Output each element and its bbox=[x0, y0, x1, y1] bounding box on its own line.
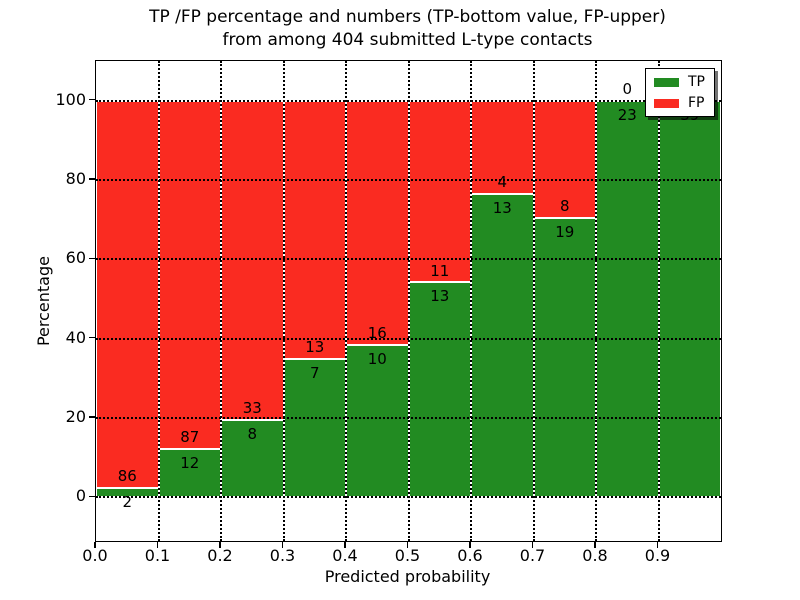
x-tick-mark bbox=[469, 541, 471, 548]
legend-fp-swatch-icon bbox=[654, 98, 679, 108]
bar-fp-count-label: 4 bbox=[497, 173, 508, 192]
x-tick-label: 0.8 bbox=[582, 546, 608, 565]
x-tick-label: 0.9 bbox=[644, 546, 671, 565]
bar-tp-segment bbox=[596, 100, 659, 498]
y-tick-label: 20 bbox=[65, 407, 86, 427]
x-tick-mark bbox=[281, 541, 284, 548]
bar-tp-segment bbox=[408, 282, 471, 498]
y-tick-mark bbox=[89, 416, 95, 418]
plot-area: 862871233813716101113413819023039 TP FP bbox=[95, 60, 722, 542]
bar-tp-count-label: 2 bbox=[122, 493, 133, 512]
x-tick-mark bbox=[531, 541, 534, 548]
x-tick-label: 0.5 bbox=[394, 546, 421, 565]
x-tick-mark bbox=[344, 541, 346, 548]
x-tick-label: 0.4 bbox=[332, 546, 358, 565]
v-gridline bbox=[282, 61, 285, 541]
x-axis-label: Predicted probability bbox=[324, 567, 491, 586]
y-tick-label: 0 bbox=[75, 486, 86, 506]
bar-fp-count-label: 86 bbox=[117, 467, 137, 486]
x-tick-label: 0.6 bbox=[457, 546, 483, 565]
y-tick-mark bbox=[89, 98, 95, 101]
v-gridline bbox=[345, 61, 347, 541]
bar-tp-count-label: 8 bbox=[247, 424, 258, 443]
bar-tp-segment bbox=[533, 218, 596, 498]
y-tick-label: 100 bbox=[55, 89, 86, 109]
bar-fp-segment bbox=[408, 100, 471, 283]
legend-tp-swatch-icon bbox=[654, 77, 679, 87]
legend: TP FP bbox=[645, 68, 715, 117]
v-gridline bbox=[595, 61, 597, 541]
bar-tp-count-label: 13 bbox=[430, 287, 450, 306]
y-tick-label: 60 bbox=[65, 248, 86, 268]
y-axis-label: Percentage bbox=[34, 256, 53, 347]
v-gridline bbox=[470, 61, 472, 541]
legend-tp-label: TP bbox=[688, 74, 705, 90]
v-gridline bbox=[532, 61, 535, 541]
bar-fp-segment bbox=[346, 100, 409, 345]
y-tick-label: 80 bbox=[65, 169, 86, 188]
bar-fp-segment bbox=[283, 100, 346, 359]
chart-title-line2: from among 404 submitted L-type contacts bbox=[222, 30, 593, 50]
y-tick-mark bbox=[89, 257, 95, 260]
legend-item-tp: TP bbox=[654, 74, 705, 90]
bar-fp-segment bbox=[158, 100, 221, 450]
v-gridline bbox=[657, 61, 660, 541]
y-tick-label: 40 bbox=[65, 327, 86, 347]
x-tick-label: 0.3 bbox=[269, 546, 296, 565]
x-tick-label: 0.0 bbox=[82, 546, 108, 565]
bar-fp-count-label: 8 bbox=[559, 197, 570, 216]
x-tick-mark bbox=[156, 541, 159, 548]
y-tick-mark bbox=[89, 178, 95, 180]
bar-tp-count-label: 13 bbox=[492, 199, 512, 217]
chart-title-line1: TP /FP percentage and numbers (TP-bottom… bbox=[149, 7, 666, 27]
bar-fp-count-label: 0 bbox=[622, 79, 633, 98]
legend-item-fp: FP bbox=[654, 95, 705, 111]
bar-tp-segment bbox=[658, 100, 721, 498]
x-tick-mark bbox=[94, 541, 96, 548]
x-tick-mark bbox=[594, 541, 596, 548]
bar-fp-segment bbox=[533, 100, 596, 219]
v-gridline bbox=[157, 61, 160, 541]
bar-fp-count-label: 13 bbox=[305, 337, 325, 356]
bar-tp-count-label: 23 bbox=[617, 105, 637, 124]
bar-tp-count-label: 19 bbox=[555, 223, 575, 242]
v-gridline bbox=[220, 61, 222, 541]
x-tick-label: 0.7 bbox=[519, 546, 546, 565]
bar-fp-count-label: 87 bbox=[180, 428, 200, 447]
bar-tp-segment bbox=[471, 194, 534, 498]
x-tick-mark bbox=[406, 541, 409, 548]
bar-fp-segment bbox=[96, 100, 159, 489]
bar-fp-count-label: 11 bbox=[430, 261, 450, 280]
x-tick-mark bbox=[219, 541, 221, 548]
x-tick-mark bbox=[656, 541, 659, 548]
v-gridline bbox=[407, 61, 410, 541]
bar-tp-count-label: 7 bbox=[309, 363, 320, 382]
x-tick-label: 0.1 bbox=[144, 546, 171, 565]
legend-fp-label: FP bbox=[688, 95, 705, 111]
y-tick-mark bbox=[89, 336, 95, 339]
x-tick-label: 0.2 bbox=[207, 546, 233, 565]
bar-fp-count-label: 33 bbox=[242, 398, 262, 417]
bar-fp-segment bbox=[471, 100, 534, 194]
bar-tp-count-label: 12 bbox=[180, 454, 200, 473]
bar-fp-count-label: 16 bbox=[367, 323, 387, 342]
bar-tp-count-label: 10 bbox=[367, 349, 387, 368]
y-tick-mark bbox=[89, 495, 95, 498]
